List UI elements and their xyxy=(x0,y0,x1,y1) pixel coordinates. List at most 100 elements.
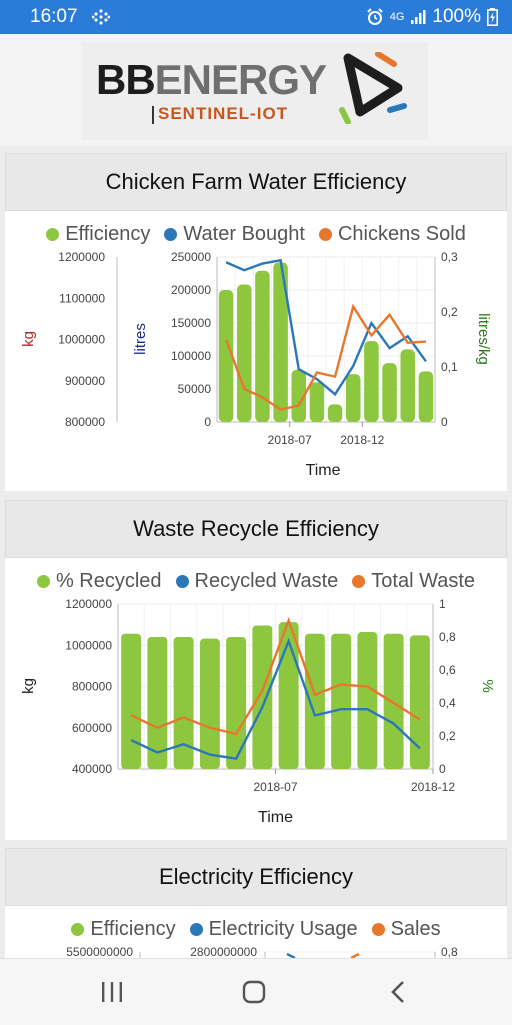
chart-bar xyxy=(147,637,168,769)
chart-bar xyxy=(218,290,234,422)
legend-item[interactable]: % Recycled xyxy=(36,570,162,593)
x-axis-tick: 2018-12 xyxy=(411,780,455,794)
system-navigation-bar xyxy=(0,958,512,1025)
back-button[interactable] xyxy=(378,977,418,1007)
chart-bar xyxy=(383,633,404,769)
right-axis-tick: 0 xyxy=(439,762,446,776)
far-left-axis-label: kg xyxy=(20,331,37,347)
right-axis-tick: 0,2 xyxy=(439,729,456,743)
notification-icon xyxy=(92,9,110,25)
chart-bar xyxy=(226,637,247,769)
chart-bar xyxy=(418,371,434,422)
series-line xyxy=(350,952,360,958)
chart-bar xyxy=(236,284,252,422)
legend-dot xyxy=(175,575,189,588)
battery-icon xyxy=(487,8,498,26)
left-axis-tick: 800000 xyxy=(72,680,112,694)
chart-bar xyxy=(327,404,343,422)
chart-bar xyxy=(331,633,352,769)
card-title-waste-recycle: Waste Recycle Efficiency xyxy=(5,500,507,558)
chart-bar xyxy=(252,625,273,769)
right-axis-label: litres/kg xyxy=(475,313,492,365)
legend-item[interactable]: Efficiency xyxy=(71,918,176,941)
chart-bar xyxy=(291,369,307,422)
legend-dot xyxy=(46,228,60,241)
status-time: 16:07 xyxy=(30,6,78,27)
legend-item[interactable]: Recycled Waste xyxy=(175,570,338,593)
chart-bar xyxy=(357,632,378,769)
chart-bar xyxy=(382,363,397,422)
legend-item[interactable]: Total Waste xyxy=(352,570,475,593)
series-line xyxy=(225,258,427,397)
logo-subtitle: SENTINEL-IOT xyxy=(158,104,289,123)
legend-dot xyxy=(318,228,332,241)
back-icon xyxy=(391,981,404,1003)
legend-dot xyxy=(164,228,178,241)
far-left-axis-tick: 900000 xyxy=(65,374,105,388)
recent-apps-icon xyxy=(102,982,122,1002)
network-type: 4G xyxy=(389,11,405,23)
legend-dot xyxy=(71,923,85,936)
signal-icon xyxy=(411,10,426,24)
x-axis-tick: 2018-12 xyxy=(340,433,384,447)
alarm-icon xyxy=(366,8,383,25)
x-axis-label: Time xyxy=(258,809,293,826)
series-line xyxy=(286,952,296,958)
right-axis-tick: 0,8 xyxy=(441,945,458,958)
legend-dot xyxy=(36,575,50,588)
logo-brand-b: ENERGY xyxy=(154,56,327,103)
legend-item[interactable]: Water Bought xyxy=(164,223,305,246)
right-axis-tick: 0,6 xyxy=(439,663,456,677)
home-button[interactable] xyxy=(234,977,274,1007)
legend-item[interactable]: Chickens Sold xyxy=(318,223,466,246)
left-axis-tick: 1000000 xyxy=(65,638,112,652)
chart-legend: Efficiency Electricity Usage Sales xyxy=(5,918,507,941)
legend-item[interactable]: Sales xyxy=(371,918,441,941)
left-axis-tick: 1200000 xyxy=(65,597,112,611)
chart-card-waste-recycle: % Recycled Recycled Waste Total Waste 12… xyxy=(5,558,507,840)
left-axis-tick: 600000 xyxy=(72,721,112,735)
right-axis-tick: 0,3 xyxy=(441,250,458,264)
chart-bar xyxy=(400,349,416,422)
right-axis-label: % xyxy=(479,679,496,692)
chart-bar xyxy=(255,270,270,422)
right-axis-tick: 0,2 xyxy=(441,305,458,319)
left-axis-tick: 50000 xyxy=(178,382,212,396)
chart-bar xyxy=(409,635,430,769)
left-axis-tick: 250000 xyxy=(171,250,211,264)
chart-card-water-efficiency: Efficiency Water Bought Chickens Sold 12… xyxy=(5,211,507,491)
right-axis-tick: 0,1 xyxy=(441,360,458,374)
series-line xyxy=(130,637,421,761)
company-logo: BBENERGY SENTINEL-IOT xyxy=(82,42,428,140)
x-axis-tick: 2018-07 xyxy=(253,780,297,794)
right-axis-tick: 1 xyxy=(439,597,446,611)
left-axis-tick: 100000 xyxy=(171,349,211,363)
recent-apps-button[interactable] xyxy=(92,977,132,1007)
waste-recycle-chart: 1200000 1000000 800000 600000 400000 1 0,8 0,6 0… xyxy=(20,597,496,826)
legend-item[interactable]: Efficiency xyxy=(46,223,150,246)
chart-bar xyxy=(364,341,379,422)
left-axis-tick: 0 xyxy=(204,415,211,429)
legend-dot xyxy=(352,575,366,588)
app-header: BBENERGY SENTINEL-IOT xyxy=(0,34,512,146)
far-left-axis-tick: 1100000 xyxy=(59,291,105,305)
series-line xyxy=(224,303,426,411)
logo-brand-a: BB xyxy=(96,56,156,103)
x-axis-tick: 2018-07 xyxy=(268,433,312,447)
left-axis-tick: 200000 xyxy=(171,283,211,297)
legend-dot xyxy=(371,923,385,936)
logo-divider xyxy=(152,106,154,124)
legend-dot xyxy=(189,923,203,936)
chart-card-electricity: Efficiency Electricity Usage Sales 55000… xyxy=(5,906,507,958)
far-left-axis-tick: 5500000000 xyxy=(66,945,133,958)
legend-item[interactable]: Electricity Usage xyxy=(189,918,358,941)
far-left-axis-tick: 1200000 xyxy=(58,250,105,264)
left-axis-tick: 400000 xyxy=(72,762,112,776)
home-icon xyxy=(242,980,266,1004)
left-axis-tick: 150000 xyxy=(171,316,211,330)
far-left-axis-tick: 800000 xyxy=(65,415,105,429)
x-axis-label: Time xyxy=(306,462,341,479)
far-left-axis-tick: 1000000 xyxy=(58,333,105,347)
right-axis-tick: 0 xyxy=(441,415,448,429)
